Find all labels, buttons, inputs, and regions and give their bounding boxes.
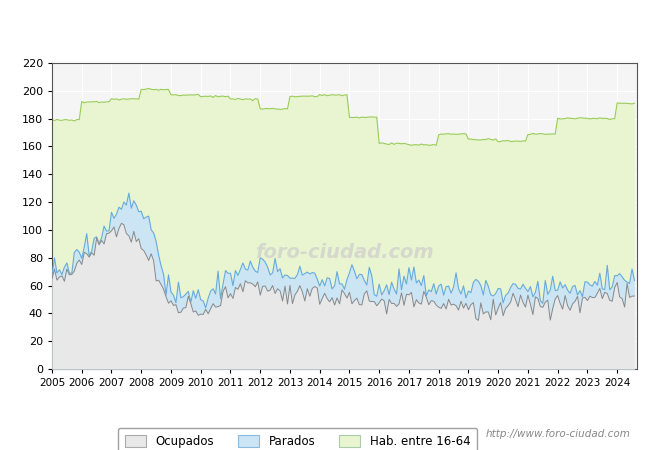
Text: Chercos - Evolucion de la poblacion en edad de Trabajar Agosto de 2024: Chercos - Evolucion de la poblacion en e… xyxy=(73,20,577,34)
Text: http://www.foro-ciudad.com: http://www.foro-ciudad.com xyxy=(486,429,630,439)
Legend: Ocupados, Parados, Hab. entre 16-64: Ocupados, Parados, Hab. entre 16-64 xyxy=(118,428,478,450)
Text: foro-ciudad.com: foro-ciudad.com xyxy=(255,243,434,262)
